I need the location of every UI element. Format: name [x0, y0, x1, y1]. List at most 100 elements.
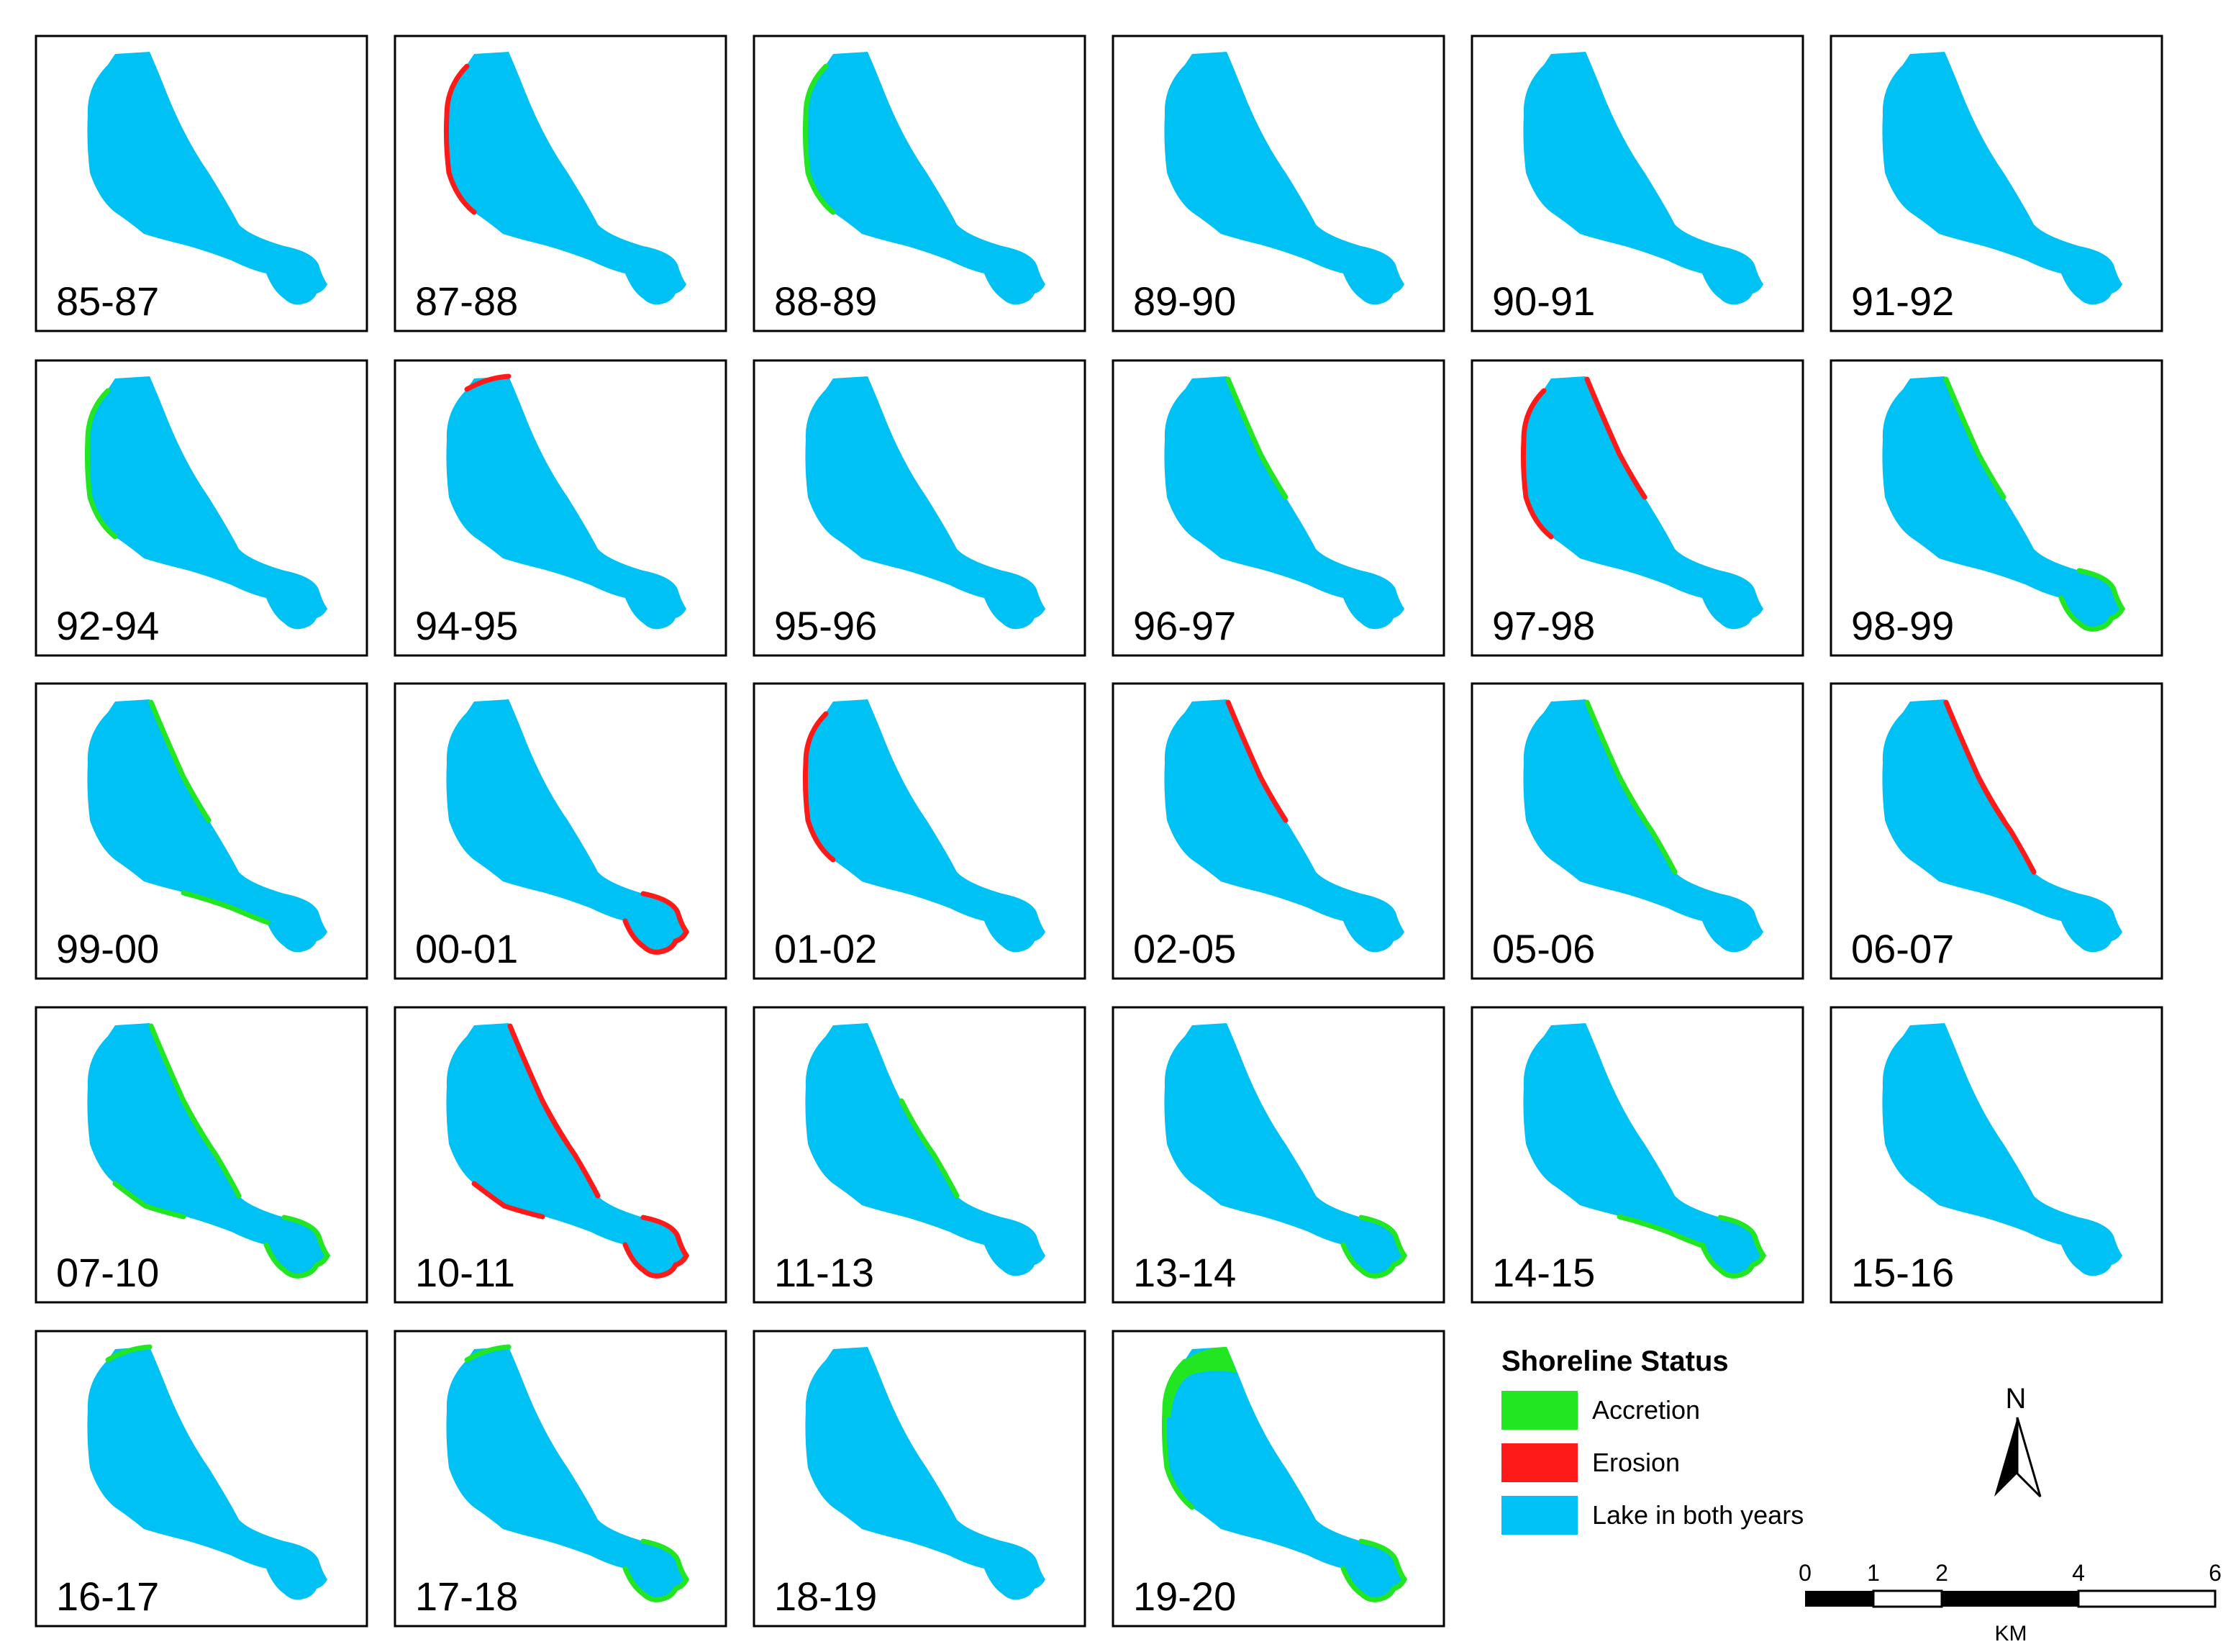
accretion-segment: [1943, 376, 2007, 500]
accretion-segment: [181, 890, 271, 925]
map-panel: 10-11: [394, 1006, 727, 1304]
panel-label: 85-87: [56, 278, 159, 324]
panel-label: 15-16: [1851, 1250, 1954, 1295]
map-panel: 90-91: [1471, 35, 1804, 332]
panel-label: 10-11: [415, 1250, 515, 1295]
panel-label: 99-00: [56, 926, 159, 971]
erosion-segment: [1584, 376, 1648, 500]
panels-grid: 85-87 87-88 88-89 89-90 90-91 91-92 92-94 94-95…: [35, 35, 2163, 1628]
panel-label: 01-02: [774, 926, 877, 971]
panel-label: 96-97: [1133, 603, 1236, 648]
scale-tick-4: 4: [2072, 1560, 2085, 1586]
scale-bar-ticks: 0 1 2 4 6: [1799, 1560, 2222, 1586]
accretion-segment: [1161, 1358, 1195, 1510]
panel-label: 11-13: [774, 1250, 874, 1295]
erosion-segment: [1976, 774, 2037, 875]
legend-swatch-accretion: [1501, 1391, 1578, 1430]
legend-item-lake: Lake in both years: [1501, 1496, 1804, 1535]
erosion-segment: [622, 891, 690, 955]
panel-label: 18-19: [774, 1574, 877, 1619]
panel-label: 87-88: [415, 278, 518, 324]
scale-tick-6: 6: [2209, 1560, 2222, 1586]
erosion-segment: [464, 373, 512, 392]
map-panel: 02-05: [1112, 682, 1445, 980]
erosion-segment: [443, 63, 477, 215]
north-arrow: N: [1994, 1383, 2042, 1498]
map-panel: 06-07: [1830, 682, 2163, 980]
accretion-segment: [1617, 774, 1678, 875]
erosion-segment: [1520, 388, 1554, 540]
accretion-segment: [181, 1098, 242, 1199]
map-panel: 05-06: [1471, 682, 1804, 980]
legend-item-accretion: Accretion: [1501, 1391, 1700, 1430]
map-panel: 18-19: [753, 1330, 1086, 1628]
map-panel: 14-15: [1471, 1006, 1804, 1304]
legend-title: Shoreline Status: [1501, 1345, 1729, 1377]
panel-label: 91-92: [1851, 278, 1954, 324]
map-panel: 11-13: [753, 1006, 1086, 1304]
panel-label: 94-95: [415, 603, 518, 648]
panel-label: 95-96: [774, 603, 877, 648]
accretion-segment: [105, 1344, 153, 1363]
erosion-segment: [1225, 699, 1289, 823]
panel-label: 89-90: [1133, 278, 1236, 324]
scale-tick-0: 0: [1799, 1560, 1812, 1586]
legend-item-erosion: Erosion: [1501, 1443, 1680, 1482]
panel-label: 98-99: [1851, 603, 1954, 648]
panel-label: 02-05: [1133, 926, 1236, 971]
accretion-segment: [84, 388, 118, 540]
accretion-segment: [899, 1098, 960, 1199]
legend-label-lake: Lake in both years: [1592, 1500, 1804, 1530]
scale-tick-2: 2: [1935, 1560, 1948, 1586]
panel-label: 00-01: [415, 926, 518, 971]
scale-bar-segments: [1805, 1589, 2217, 1608]
map-panel: 89-90: [1112, 35, 1445, 332]
erosion-segment: [622, 1215, 690, 1279]
scale-bar: 0 1 2 4 6 KM: [1799, 1560, 2222, 1646]
map-panel: 94-95: [394, 359, 727, 657]
accretion-segment: [2058, 568, 2126, 632]
north-letter: N: [2006, 1383, 2027, 1415]
erosion-segment: [540, 1098, 601, 1199]
accretion-segment: [464, 1344, 512, 1363]
map-panel: 98-99: [1830, 359, 2163, 657]
panel-label: 88-89: [774, 278, 877, 324]
accretion-segment: [622, 1538, 690, 1602]
legend-swatch-erosion: [1501, 1443, 1578, 1482]
accretion-segment: [802, 63, 836, 215]
accretion-segment: [1225, 376, 1289, 500]
panel-label: 19-20: [1133, 1574, 1236, 1619]
map-panel: 91-92: [1830, 35, 2163, 332]
panel-label: 05-06: [1492, 926, 1595, 971]
panel-label: 97-98: [1492, 603, 1595, 648]
panel-label: 14-15: [1492, 1250, 1595, 1295]
panel-label: 17-18: [415, 1574, 518, 1619]
legend: Shoreline Status Accretion Erosion Lake …: [1501, 1345, 1804, 1535]
accretion-segment: [148, 699, 212, 823]
map-panel: 13-14: [1112, 1006, 1445, 1304]
legend-label-erosion: Erosion: [1592, 1448, 1680, 1477]
legend-swatch-lake: [1501, 1496, 1578, 1535]
map-panel: 95-96: [753, 359, 1086, 657]
map-panel: 85-87: [35, 35, 368, 332]
scale-tick-1: 1: [1867, 1560, 1880, 1586]
panel-label: 13-14: [1133, 1250, 1236, 1295]
panel-label: 16-17: [56, 1574, 159, 1619]
accretion-segment: [1340, 1215, 1408, 1279]
panel-label: 06-07: [1851, 926, 1954, 971]
map-panel: 01-02: [753, 682, 1086, 980]
accretion-segment: [263, 1215, 331, 1279]
map-panel: 96-97: [1112, 359, 1445, 657]
accretion-segment: [1340, 1538, 1408, 1602]
map-panel: 16-17: [35, 1330, 368, 1628]
panel-label: 07-10: [56, 1250, 159, 1295]
panel-label: 92-94: [56, 603, 159, 648]
accretion-segment: [1699, 1215, 1767, 1279]
map-panel: 07-10: [35, 1006, 368, 1304]
map-panel: 19-20: [1112, 1330, 1445, 1628]
erosion-segment: [802, 711, 836, 863]
scale-unit: KM: [1995, 1622, 2027, 1646]
map-panel: 92-94: [35, 359, 368, 657]
erosion-segment: [471, 1181, 545, 1220]
map-panel: 17-18: [394, 1330, 727, 1628]
